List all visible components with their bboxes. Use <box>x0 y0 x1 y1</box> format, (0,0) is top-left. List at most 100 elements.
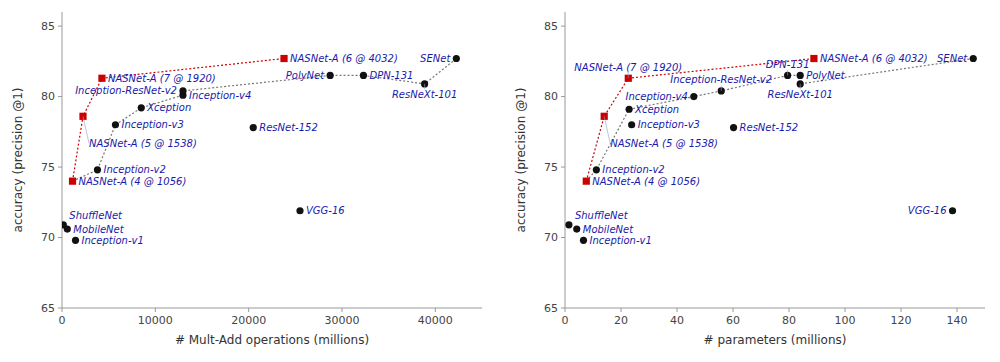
point <box>94 166 101 173</box>
y-tick <box>561 26 565 27</box>
leader-lines <box>604 70 800 143</box>
x-tick <box>845 308 846 312</box>
x-tick-label: 20 <box>614 314 628 327</box>
y-axis-line <box>62 12 63 308</box>
point-label: Inception-v1 <box>82 235 144 246</box>
point-label: SENet <box>937 53 968 64</box>
point <box>810 55 817 62</box>
panel: 0204060801001201406570758085# parameters… <box>514 12 985 347</box>
y-tick <box>58 308 62 309</box>
x-axis-label: # parameters (millions) <box>704 333 847 347</box>
point <box>453 55 460 62</box>
point-label: ResNeXt-101 <box>392 89 457 100</box>
point-labels: ShuffleNet MobileNetInception-v1 Inception… <box>574 53 968 246</box>
point <box>797 72 804 79</box>
point-label: SENet <box>420 53 451 64</box>
x-tick <box>565 308 566 312</box>
y-tick <box>561 308 565 309</box>
plot-area <box>565 55 977 244</box>
x-tick-label: 0 <box>59 314 66 327</box>
x-tick-label: 20000 <box>231 314 266 327</box>
point <box>296 207 303 214</box>
point <box>112 121 119 128</box>
x-tick-label: 80 <box>782 314 796 327</box>
point-label: NASNet-A (6 @ 4032) <box>290 53 398 64</box>
point <box>593 166 600 173</box>
y-tick <box>58 167 62 168</box>
point-label: Inception-ResNet-v2 <box>670 74 772 85</box>
point-label: Inception-v2 <box>103 164 165 175</box>
point-label: Inception-v1 <box>589 235 651 246</box>
x-tick-label: 140 <box>947 314 968 327</box>
point-label: Xception <box>146 102 191 113</box>
point-label: NASNet-A (4 @ 1056) <box>79 176 187 187</box>
x-tick-label: 0 <box>562 314 569 327</box>
point-label: Inception-v2 <box>602 164 664 175</box>
x-tick <box>248 308 249 312</box>
point-label: ShuffleNet <box>69 210 123 221</box>
leader-line <box>787 70 788 76</box>
point <box>179 87 186 94</box>
point <box>601 113 608 120</box>
point-label: Inception-v4 <box>625 91 687 102</box>
connecting-line <box>73 59 285 182</box>
point-label: DPN-131 <box>766 59 810 70</box>
connecting-line <box>586 59 814 182</box>
point <box>250 124 257 131</box>
point-label: VGG-16 <box>908 205 947 216</box>
x-tick-label: 10000 <box>138 314 173 327</box>
point-label: NASNet-A (4 @ 1056) <box>592 176 700 187</box>
y-tick <box>58 26 62 27</box>
x-tick <box>62 308 63 312</box>
point-label: PolyNet <box>806 70 845 81</box>
figure: 0100002000030000400006570758085# Mult-Ad… <box>0 0 1000 362</box>
point <box>64 225 71 232</box>
point <box>583 178 590 185</box>
y-tick-label: 65 <box>41 302 55 315</box>
point <box>138 104 145 111</box>
point <box>327 72 334 79</box>
point-label: ResNeXt-101 <box>767 89 832 100</box>
x-tick <box>733 308 734 312</box>
y-axis-label: accuracy (precision @1) <box>514 88 528 233</box>
point-label: NASNet-A (7 @ 1920) <box>574 62 682 73</box>
point <box>98 75 105 82</box>
point <box>970 55 977 62</box>
point-label: MobileNet <box>583 224 634 235</box>
point-label: Xception <box>634 104 679 115</box>
x-axis-line <box>62 308 482 309</box>
point-label: Inception-v4 <box>189 90 251 101</box>
x-tick-label: 120 <box>891 314 912 327</box>
x-tick <box>789 308 790 312</box>
point <box>580 237 587 244</box>
point-label: NASNet-A (5 @ 1538) <box>89 138 197 149</box>
leader-line <box>628 73 629 79</box>
y-tick-label: 80 <box>544 90 558 103</box>
point <box>628 121 635 128</box>
y-tick-label: 75 <box>544 161 558 174</box>
x-tick <box>342 308 343 312</box>
point-label: NASNet-A (6 @ 4032) <box>820 53 928 64</box>
x-tick <box>621 308 622 312</box>
point-label: ShuffleNet <box>575 210 629 221</box>
x-tick <box>435 308 436 312</box>
y-tick-label: 80 <box>41 90 55 103</box>
y-tick <box>561 167 565 168</box>
point <box>360 72 367 79</box>
point-label: PolyNet <box>286 70 325 81</box>
point-label: MobileNet <box>73 224 124 235</box>
x-tick <box>957 308 958 312</box>
leader-line <box>721 85 722 91</box>
y-axis-line <box>565 12 566 308</box>
connecting-line <box>586 59 973 182</box>
y-tick-label: 75 <box>41 161 55 174</box>
point <box>573 225 580 232</box>
connecting-line <box>73 59 457 182</box>
point-label: Inception-v3 <box>638 119 700 130</box>
point-label: DPN-131 <box>369 70 413 81</box>
y-tick-label: 85 <box>41 20 55 33</box>
point <box>690 93 697 100</box>
point <box>280 55 287 62</box>
plot-area <box>62 55 460 244</box>
x-tick-label: 30000 <box>325 314 360 327</box>
